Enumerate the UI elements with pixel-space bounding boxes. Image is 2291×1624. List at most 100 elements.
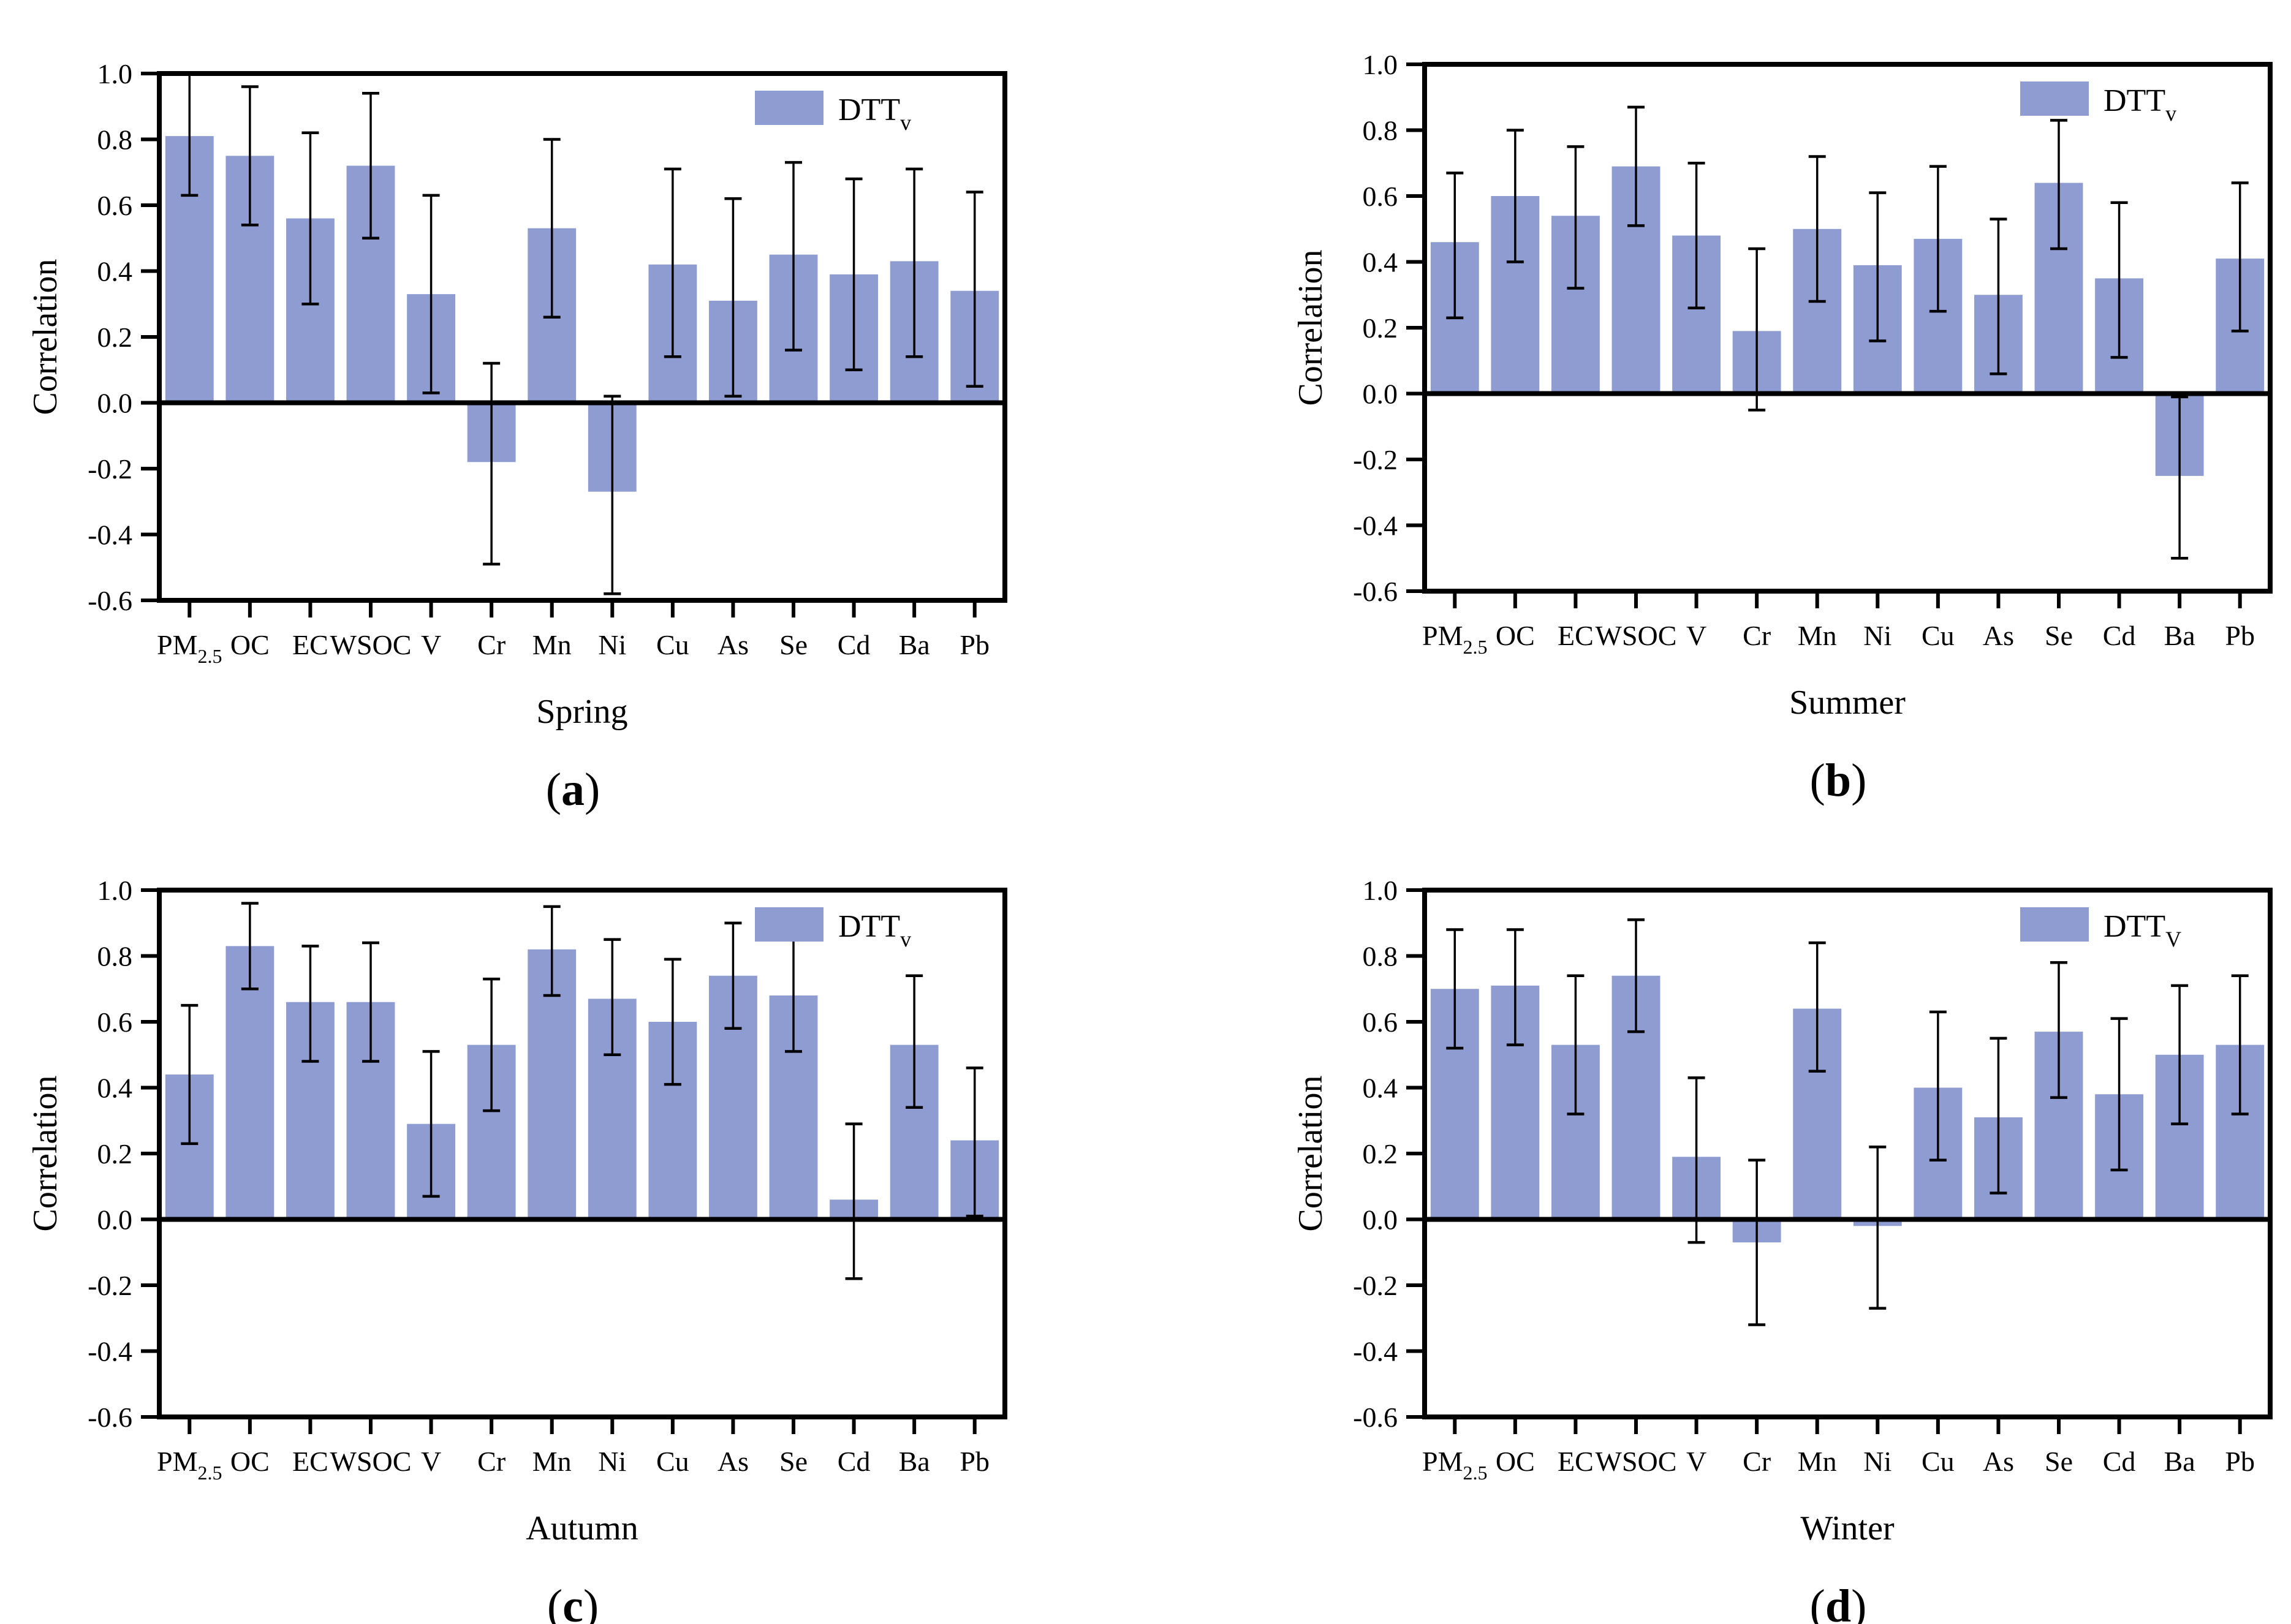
x-tick-label: Cr bbox=[1743, 1446, 1771, 1477]
x-tick-label: Mn bbox=[532, 629, 572, 660]
panel-label-a: (a) bbox=[6, 763, 1023, 817]
x-tick-label: OC bbox=[1496, 1446, 1535, 1477]
x-tick-label: PM2.5 bbox=[1422, 1446, 1487, 1484]
panel-letter: c bbox=[562, 1581, 583, 1624]
x-tick-label: WSOC bbox=[1596, 620, 1677, 651]
y-tick-label: 0.2 bbox=[97, 1138, 133, 1169]
paren-close: ) bbox=[1851, 755, 1867, 806]
y-tick-label: -0.4 bbox=[88, 519, 132, 551]
chart-panel-spring: 1.0 0.8 0.6 0.4 0.2 0.0 -0.2 -0.4 -0.6 Correlatio… bbox=[6, 46, 1023, 817]
season-label: Winter bbox=[1800, 1509, 1895, 1547]
y-tick-label: 0.2 bbox=[1363, 1138, 1398, 1169]
y-tick-label: 0.8 bbox=[1363, 941, 1398, 972]
legend-swatch bbox=[755, 91, 824, 125]
x-tick-label: Cd bbox=[2103, 1446, 2136, 1477]
x-tick-label: OC bbox=[1496, 620, 1535, 651]
y-tick-label: 0.8 bbox=[1363, 115, 1398, 146]
y-tick-label: 1.0 bbox=[97, 875, 133, 906]
x-tick-label: Cu bbox=[656, 629, 689, 660]
x-tick-label: Ni bbox=[1863, 1446, 1891, 1477]
x-tick-label: V bbox=[1686, 620, 1706, 651]
legend-swatch bbox=[2020, 81, 2089, 116]
bar-chart-winter: 1.0 0.8 0.6 0.4 0.2 0.0 -0.2 -0.4 -0.6 Correlatio… bbox=[1292, 875, 2273, 1547]
x-tick-label: Mn bbox=[1798, 620, 1837, 651]
y-tick-label: -0.4 bbox=[1353, 1336, 1398, 1367]
x-tick-label: Cd bbox=[2103, 620, 2136, 651]
x-tick-label: Ba bbox=[2164, 1446, 2195, 1477]
y-tick-label: 0.6 bbox=[97, 1007, 133, 1038]
legend-swatch bbox=[755, 907, 824, 942]
x-tick-label: Pb bbox=[2225, 620, 2255, 651]
x-tick-label: As bbox=[718, 629, 749, 660]
x-tick-label: Cu bbox=[656, 1446, 689, 1477]
y-tick-label: 0.0 bbox=[1363, 379, 1398, 410]
x-tick-label: V bbox=[421, 1446, 441, 1477]
x-tick-label: Pb bbox=[960, 1446, 990, 1477]
chart-panel-winter: 1.0 0.8 0.6 0.4 0.2 0.0 -0.2 -0.4 -0.6 Correlatio… bbox=[1271, 863, 2289, 1624]
y-tick-label: 1.0 bbox=[1363, 875, 1398, 906]
y-tick-label: -0.4 bbox=[1353, 510, 1398, 542]
season-label: Spring bbox=[536, 693, 627, 731]
x-tick-label: Se bbox=[779, 1446, 808, 1477]
panel-letter: a bbox=[561, 764, 585, 815]
y-tick-label: -0.2 bbox=[1353, 1270, 1398, 1301]
x-tick-label: EC bbox=[292, 1446, 328, 1477]
x-tick-label: Cu bbox=[1922, 620, 1955, 651]
x-tick-label: As bbox=[1983, 1446, 2014, 1477]
y-axis-label: Correlation bbox=[26, 259, 64, 415]
x-tick-label: V bbox=[1686, 1446, 1706, 1477]
x-tick-label: PM2.5 bbox=[157, 629, 222, 667]
chart-panel-autumn: 1.0 0.8 0.6 0.4 0.2 0.0 -0.2 -0.4 -0.6 Correlatio… bbox=[6, 863, 1023, 1624]
x-tick-label: EC bbox=[292, 629, 328, 660]
x-tick-label: Mn bbox=[1798, 1446, 1837, 1477]
x-tick-label: Mn bbox=[532, 1446, 572, 1477]
paren-close: ) bbox=[585, 764, 600, 815]
y-tick-label: 1.0 bbox=[97, 58, 133, 89]
legend-label: DTTv bbox=[838, 93, 911, 135]
x-tick-label: Cd bbox=[838, 1446, 871, 1477]
x-tick-label: Cr bbox=[477, 1446, 506, 1477]
paren-open: ( bbox=[1809, 1581, 1825, 1624]
x-tick-label: PM2.5 bbox=[157, 1446, 222, 1484]
legend-label: DTTv bbox=[838, 909, 911, 951]
x-tick-label: Cr bbox=[1743, 620, 1771, 651]
paren-close: ) bbox=[583, 1581, 599, 1624]
x-tick-label: Se bbox=[779, 629, 808, 660]
chart-panel-summer: 1.0 0.8 0.6 0.4 0.2 0.0 -0.2 -0.4 -0.6 Correlatio… bbox=[1271, 37, 2289, 807]
x-tick-label: Ba bbox=[899, 1446, 930, 1477]
panel-letter: d bbox=[1825, 1581, 1852, 1624]
y-tick-label: -0.4 bbox=[88, 1336, 132, 1367]
legend-label: DTTv bbox=[2104, 83, 2176, 126]
x-tick-label: Ni bbox=[598, 1446, 626, 1477]
y-tick-label: 0.0 bbox=[97, 388, 133, 419]
x-tick-label: Pb bbox=[2225, 1446, 2255, 1477]
y-tick-label: 0.8 bbox=[97, 941, 133, 972]
x-tick-label: Ba bbox=[899, 629, 930, 660]
x-tick-label: Se bbox=[2045, 1446, 2073, 1477]
x-tick-label: Ba bbox=[2164, 620, 2195, 651]
y-tick-label: 0.4 bbox=[97, 1073, 133, 1104]
y-tick-label: -0.2 bbox=[88, 1270, 132, 1301]
y-tick-label: -0.6 bbox=[88, 585, 132, 616]
x-tick-label: Ni bbox=[1863, 620, 1891, 651]
x-tick-label: PM2.5 bbox=[1422, 620, 1487, 658]
y-tick-label: 0.4 bbox=[1363, 1073, 1398, 1104]
y-tick-label: -0.2 bbox=[1353, 444, 1398, 475]
x-tick-label: Cu bbox=[1922, 1446, 1955, 1477]
y-tick-label: 1.0 bbox=[1363, 49, 1398, 80]
bar-chart-summer: 1.0 0.8 0.6 0.4 0.2 0.0 -0.2 -0.4 -0.6 Correlatio… bbox=[1292, 49, 2273, 722]
y-tick-label: 0.4 bbox=[1363, 247, 1398, 278]
x-tick-label: V bbox=[421, 629, 441, 660]
legend-label: DTTV bbox=[2104, 909, 2181, 951]
x-tick-label: Pb bbox=[960, 629, 990, 660]
x-tick-label: WSOC bbox=[1596, 1446, 1677, 1477]
panel-label-d: (d) bbox=[1271, 1580, 2289, 1624]
y-tick-label: 0.2 bbox=[1363, 312, 1398, 344]
x-tick-label: OC bbox=[230, 1446, 270, 1477]
x-tick-label: WSOC bbox=[330, 629, 412, 660]
y-tick-label: 0.6 bbox=[1363, 1007, 1398, 1038]
paren-open: ( bbox=[545, 764, 561, 815]
x-tick-label: As bbox=[718, 1446, 749, 1477]
y-tick-label: 0.2 bbox=[97, 322, 133, 353]
